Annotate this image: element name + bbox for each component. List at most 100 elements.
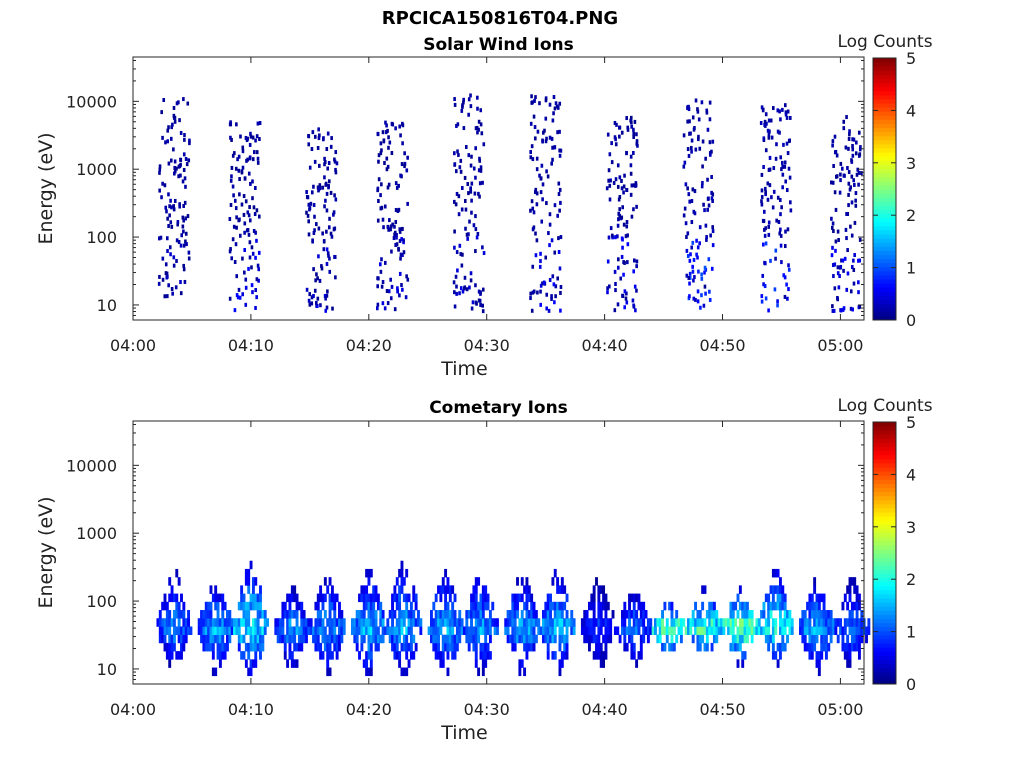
spectrogram-cell bbox=[690, 138, 694, 143]
spectrogram-cell bbox=[851, 144, 854, 149]
spectrogram-cell bbox=[184, 184, 187, 189]
spectrogram-cell bbox=[319, 610, 323, 619]
spectrogram-cell bbox=[506, 610, 510, 619]
spectrogram-cell bbox=[585, 610, 589, 619]
spectrogram-cell bbox=[172, 593, 176, 603]
spectrogram-cell bbox=[513, 610, 517, 619]
spectrogram-cell bbox=[867, 626, 871, 635]
spectrogram-cell bbox=[477, 626, 481, 635]
spectrogram-cell bbox=[323, 593, 327, 603]
spectrogram-cell bbox=[846, 166, 849, 171]
colorbar-segment bbox=[873, 70, 896, 75]
spectrogram-cell bbox=[741, 618, 745, 627]
spectrogram-cell bbox=[470, 601, 473, 611]
spectrogram-cell bbox=[851, 147, 855, 152]
spectrogram-cell bbox=[474, 651, 478, 660]
spectrogram-cell bbox=[846, 601, 850, 611]
spectrogram-cell bbox=[665, 618, 669, 627]
spectrogram-cell bbox=[209, 585, 213, 594]
spectrogram-cell bbox=[446, 601, 450, 611]
spectrogram-cell bbox=[470, 210, 473, 215]
spectrogram-cell bbox=[369, 626, 373, 635]
spectrogram-cell bbox=[399, 133, 402, 138]
spectrogram-cell bbox=[242, 634, 246, 644]
spectrogram-cell bbox=[854, 198, 857, 203]
spectrogram-cell bbox=[682, 164, 686, 169]
spectrogram-cell bbox=[691, 115, 695, 120]
spectrogram-cell bbox=[329, 144, 333, 149]
spectrogram-cell bbox=[801, 610, 805, 619]
spectrogram-cell bbox=[715, 634, 719, 644]
spectrogram-cell bbox=[242, 610, 246, 619]
spectrogram-cell bbox=[184, 216, 188, 221]
spectrogram-cell bbox=[853, 601, 857, 611]
spectrogram-cell bbox=[322, 239, 326, 244]
spectrogram-cell bbox=[477, 667, 481, 677]
y-tick-label: 1000 bbox=[76, 524, 117, 543]
spectrogram-cell bbox=[204, 634, 208, 644]
spectrogram-cell bbox=[325, 261, 329, 266]
spectrogram-cell bbox=[306, 195, 310, 200]
spectrogram-cell bbox=[738, 601, 742, 611]
spectrogram-cell bbox=[477, 298, 481, 303]
spectrogram-cell bbox=[386, 185, 390, 190]
spectrogram-cell bbox=[173, 169, 177, 174]
spectrogram-cell bbox=[174, 285, 178, 290]
spectrogram-cell bbox=[393, 593, 397, 603]
spectrogram-cell bbox=[228, 634, 232, 644]
spectrogram-cell bbox=[251, 634, 255, 644]
spectrogram-cell bbox=[328, 593, 332, 603]
spectrogram-cell bbox=[182, 642, 186, 652]
spectrogram-cell bbox=[183, 200, 187, 205]
spectrogram-cell bbox=[541, 139, 544, 144]
spectrogram-cell bbox=[516, 634, 519, 644]
spectrogram-cell bbox=[786, 618, 789, 627]
spectrogram-cell bbox=[525, 585, 529, 594]
spectrogram-cell bbox=[458, 618, 462, 627]
spectrogram-cell bbox=[323, 293, 327, 298]
spectrogram-cell bbox=[854, 191, 858, 196]
spectrogram-cell bbox=[333, 593, 337, 603]
spectrogram-cell bbox=[776, 299, 779, 304]
spectrogram-cell bbox=[852, 281, 856, 286]
spectrogram-cell bbox=[813, 585, 817, 594]
colorbar-segment bbox=[873, 622, 896, 628]
spectrogram-cell bbox=[753, 626, 756, 635]
spectrogram-cell bbox=[259, 601, 262, 611]
spectrogram-cell bbox=[620, 626, 624, 635]
spectrogram-cell bbox=[698, 241, 701, 246]
y-tick-label: 10 bbox=[97, 296, 117, 315]
spectrogram-cell bbox=[854, 151, 858, 156]
spectrogram-cell bbox=[488, 618, 492, 627]
spectrogram-cell bbox=[478, 158, 482, 163]
spectrogram-cell bbox=[453, 651, 457, 660]
spectrogram-cell bbox=[472, 593, 476, 603]
spectrogram-cell bbox=[226, 618, 229, 627]
spectrogram-cell bbox=[614, 281, 617, 286]
spectrogram-cell bbox=[393, 651, 397, 660]
spectrogram-cell bbox=[841, 626, 845, 635]
spectrogram-cell bbox=[609, 618, 613, 627]
spectrogram-cell bbox=[376, 642, 380, 652]
spectrogram-cell bbox=[307, 618, 311, 627]
spectrogram-cell bbox=[204, 610, 208, 619]
spectrogram-cell bbox=[279, 634, 282, 644]
spectrogram-cell bbox=[256, 160, 260, 165]
spectrogram-cell bbox=[400, 568, 404, 578]
spectrogram-cell bbox=[323, 610, 327, 619]
spectrogram-cell bbox=[682, 133, 686, 138]
spectrogram-cell bbox=[768, 129, 771, 134]
spectrogram-cell bbox=[175, 238, 179, 243]
spectrogram-cell bbox=[390, 249, 393, 254]
spectrogram-cell bbox=[548, 277, 552, 282]
spectrogram-cell bbox=[717, 618, 721, 627]
spectrogram-cell bbox=[460, 618, 464, 627]
spectrogram-cell bbox=[164, 140, 167, 145]
colorbar-segment bbox=[873, 446, 896, 452]
spectrogram-cell bbox=[335, 642, 339, 652]
spectrogram-cell bbox=[841, 307, 845, 312]
spectrogram-cell bbox=[383, 306, 387, 311]
spectrogram-cell bbox=[172, 255, 176, 260]
spectrogram-cell bbox=[565, 610, 569, 619]
spectrogram-cell bbox=[833, 134, 837, 139]
